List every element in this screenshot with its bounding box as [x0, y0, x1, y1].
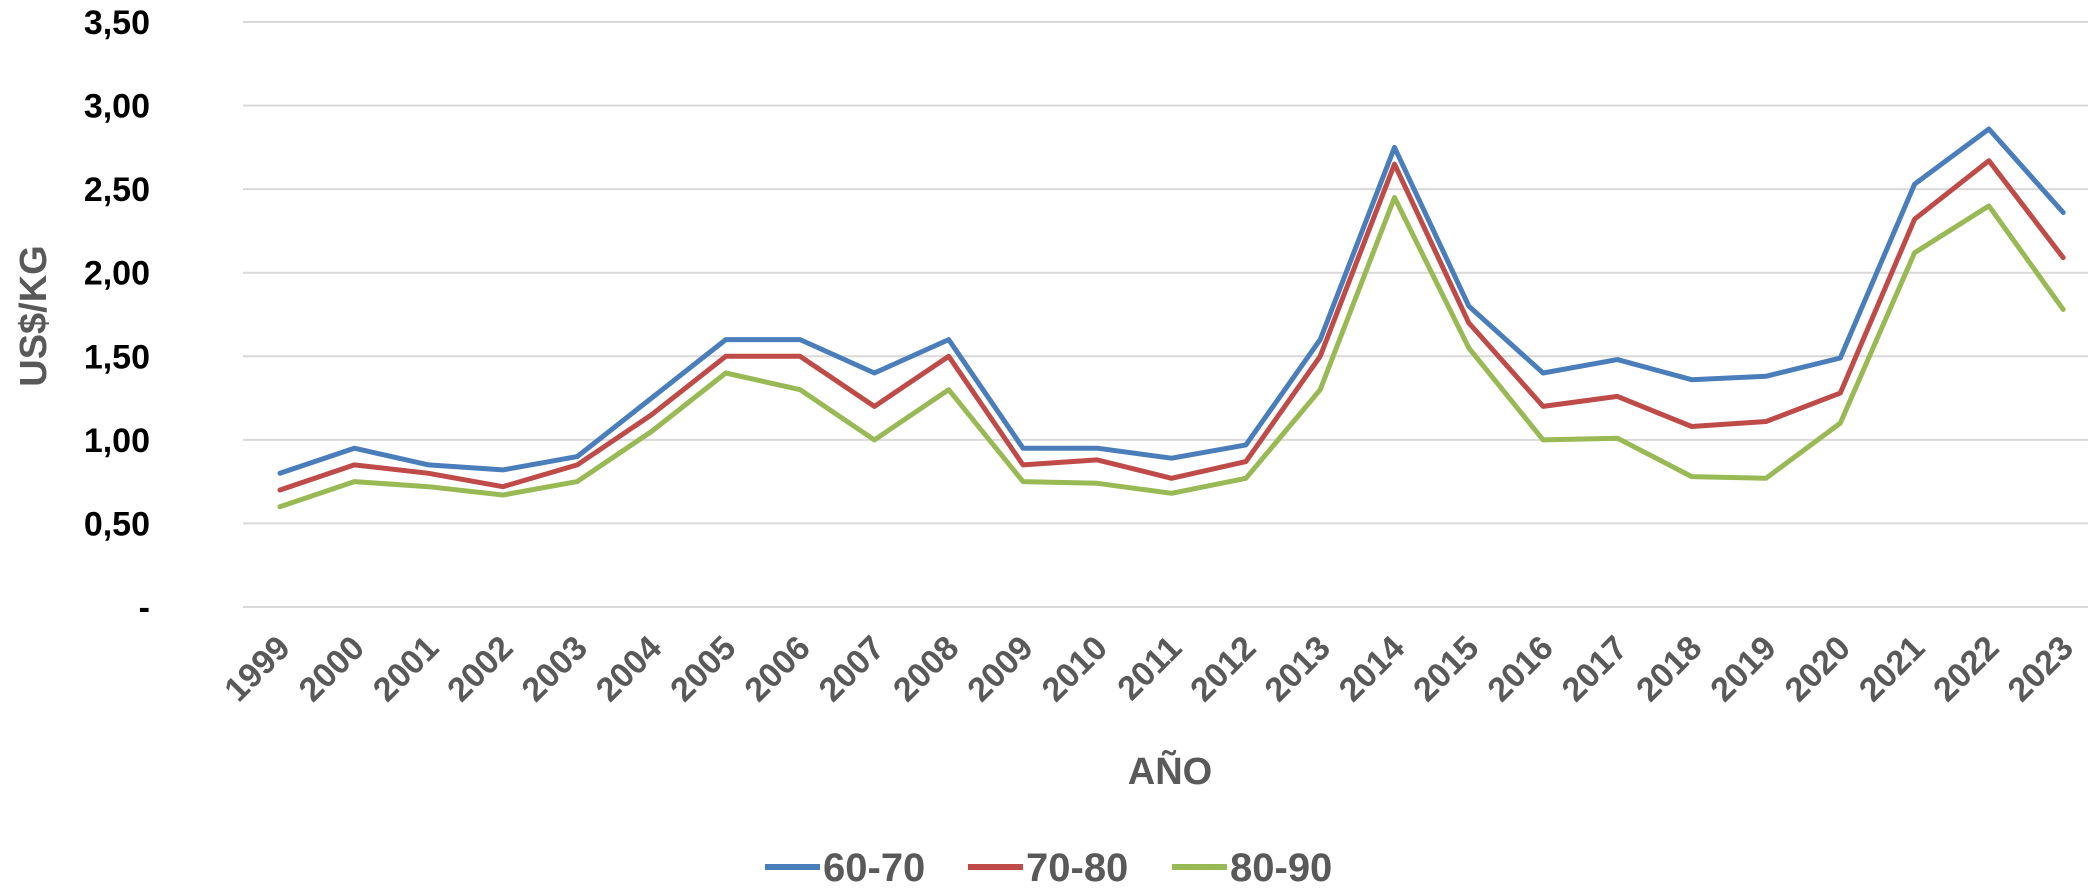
x-tick-label: 2022: [1926, 629, 2006, 709]
x-tick-label: 2023: [2001, 629, 2081, 709]
x-tick-label: 2001: [366, 629, 446, 709]
y-axis-title: US$/KG: [13, 245, 55, 386]
x-tick-label: 2003: [515, 629, 595, 709]
y-tick-label: 2,50: [84, 171, 150, 209]
x-tick-label: 2016: [1480, 629, 1560, 709]
x-tick-label: 2012: [1183, 629, 1263, 709]
x-tick-label: 2007: [812, 629, 892, 709]
x-tick-label: 2002: [440, 629, 520, 709]
x-tick-label: 1999: [217, 629, 297, 709]
x-tick-label: 2006: [737, 629, 817, 709]
legend-label: 60-70: [823, 846, 925, 889]
x-tick-label: 2008: [886, 629, 966, 709]
x-tick-label: 2009: [960, 629, 1040, 709]
gridlines: [243, 21, 2088, 608]
series-line-60-70: [277, 126, 2066, 476]
legend-label: 70-80: [1026, 846, 1128, 889]
y-axis-ticks: - 0,50 1,00 1,50 2,00 2,50 3,00 3,50: [84, 4, 150, 627]
legend: 60-70 70-80 80-90: [765, 846, 1332, 889]
x-axis-title: AÑO: [1128, 749, 1212, 793]
x-tick-label: 2004: [589, 629, 669, 709]
x-tick-label: 2017: [1555, 629, 1635, 709]
y-tick-label: -: [139, 589, 150, 627]
x-tick-label: 2021: [1852, 629, 1932, 709]
x-tick-label: 2005: [663, 629, 743, 709]
y-tick-label: 3,00: [84, 88, 150, 126]
legend-label: 80-90: [1230, 846, 1332, 889]
x-tick-label: 2019: [1703, 629, 1783, 709]
x-tick-label: 2020: [1778, 629, 1858, 709]
series-line-80-90: [277, 195, 2066, 510]
series-line-70-80: [277, 158, 2066, 493]
y-tick-label: 3,50: [84, 4, 150, 42]
y-tick-label: 0,50: [84, 505, 150, 543]
x-tick-label: 2013: [1258, 629, 1338, 709]
x-tick-label: 2018: [1629, 629, 1709, 709]
y-tick-label: 1,50: [84, 338, 150, 376]
x-tick-label: 2014: [1332, 629, 1412, 709]
x-tick-label: 2015: [1406, 629, 1486, 709]
x-tick-label: 2011: [1110, 629, 1189, 708]
series-lines: [277, 126, 2066, 510]
y-tick-label: 1,00: [84, 422, 150, 460]
y-tick-label: 2,00: [84, 255, 150, 293]
x-tick-label: 2010: [1035, 629, 1115, 709]
x-axis-ticks: 1999200020012002200320042005200620072008…: [217, 629, 2081, 709]
x-tick-label: 2000: [292, 629, 372, 709]
